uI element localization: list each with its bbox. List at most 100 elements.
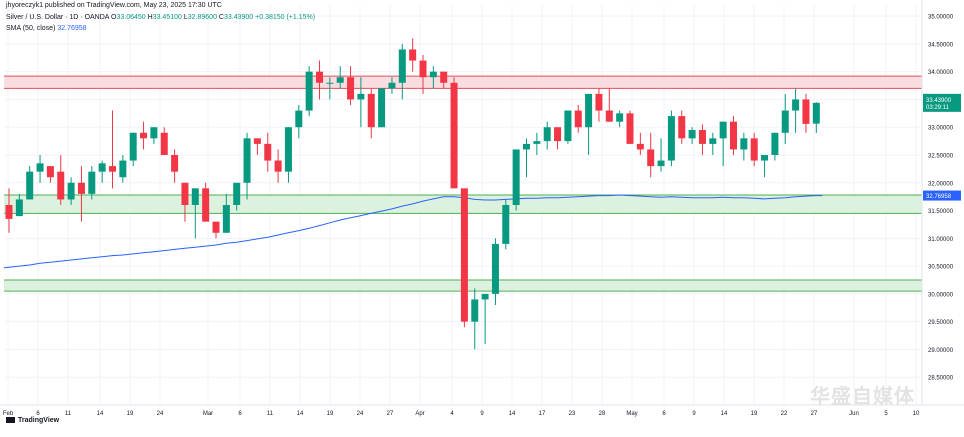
candle-body	[667, 116, 675, 161]
y-tick-label: 34.50000	[928, 42, 954, 48]
candle-body	[160, 132, 168, 155]
x-tick-label: 28	[599, 411, 606, 417]
tradingview-brand[interactable]: TradingView	[6, 417, 59, 424]
candle-body	[5, 205, 13, 219]
candle-body	[750, 138, 758, 161]
countdown-text: 03:29:11	[926, 105, 950, 111]
candle-body	[429, 71, 437, 78]
candle-body	[119, 160, 127, 178]
x-tick-label: 19	[751, 411, 758, 417]
x-tick-label: 6	[238, 411, 242, 417]
x-tick-label: 14	[721, 411, 728, 417]
x-tick-label: 11	[65, 411, 72, 417]
candle-body	[150, 127, 158, 139]
candle-body	[171, 155, 179, 172]
sma-value: 32.76958	[57, 25, 87, 32]
candle-body	[636, 143, 644, 150]
candle-body	[347, 77, 355, 100]
brand-text: TradingView	[18, 417, 60, 424]
candle-body	[129, 132, 137, 161]
candle-body	[388, 82, 396, 89]
sma-legend[interactable]: SMA (50, close) 32.76958	[6, 25, 87, 32]
candle-body	[585, 93, 593, 128]
candle-body	[481, 293, 489, 300]
x-tick-label: 4	[450, 411, 454, 417]
candle-body	[792, 99, 800, 111]
y-tick-label: 33.00000	[928, 126, 954, 132]
y-tick-label: 30.00000	[928, 292, 954, 298]
candle-body	[284, 127, 292, 172]
x-tick-label: Apr	[415, 411, 424, 417]
candle-body	[26, 171, 34, 200]
publisher-line: jhyoreczyk1 published on TradingView.com…	[6, 2, 222, 9]
candle-body	[574, 110, 582, 128]
x-tick-label: 27	[811, 411, 818, 417]
resistance-zone	[4, 76, 922, 89]
ohlc-o-label: O	[111, 14, 117, 21]
candle-body	[243, 138, 251, 183]
candle-body	[212, 221, 220, 233]
x-tick-label: 5	[884, 411, 888, 417]
y-tick-label: 30.50000	[928, 265, 954, 271]
y-tick-label: 32.00000	[928, 181, 954, 187]
candle-body	[709, 138, 717, 144]
candle-body	[77, 182, 85, 194]
y-tick-label: 31.50000	[928, 209, 954, 215]
ohlc-o-value: 33.06450	[116, 14, 146, 21]
candle-body	[140, 132, 148, 139]
candle-body	[67, 182, 75, 200]
candle-body	[595, 93, 603, 111]
x-tick-label: 24	[157, 411, 164, 417]
sma-price-tag	[923, 190, 961, 201]
candle-body	[326, 82, 334, 84]
y-tick-label: 29.50000	[928, 320, 954, 326]
x-tick-label: 6	[662, 411, 666, 417]
x-tick-label: 14	[97, 411, 104, 417]
candle-body	[802, 99, 810, 124]
candle-body	[812, 102, 820, 124]
candle-body	[533, 141, 541, 144]
candle-body	[460, 188, 468, 322]
x-tick-label: 22	[781, 411, 788, 417]
x-tick-label: 6	[36, 411, 40, 417]
symbol-ohlc-line: Silver / U.S. Dollar · 1D · OANDA O33.06…	[6, 14, 315, 21]
last-price-tag	[923, 93, 961, 112]
x-tick-label: 14	[509, 411, 516, 417]
y-tick-label: 31.00000	[928, 237, 954, 243]
candles-group	[5, 38, 820, 350]
candle-body	[781, 110, 789, 133]
ohlc-h-value: 33.45100	[152, 14, 182, 21]
candle-body	[36, 163, 44, 172]
candle-body	[295, 110, 303, 128]
candle-body	[191, 188, 199, 205]
candle-body	[336, 77, 344, 83]
candle-body	[491, 243, 499, 294]
candle-body	[367, 93, 375, 128]
candle-body	[543, 127, 551, 142]
candle-body	[605, 110, 613, 122]
candle-body	[274, 160, 282, 172]
candle-body	[109, 166, 116, 172]
candle-body	[253, 138, 261, 144]
ohlc-c-label: C	[218, 14, 224, 21]
y-tick-label: 34.00000	[928, 70, 954, 76]
candle-body	[761, 155, 769, 161]
candle-body	[688, 130, 696, 139]
y-tick-label: 35.00000	[928, 15, 954, 21]
ohlc-h-label: H	[147, 14, 153, 21]
ohlc-change: +0.38150 (+1.15%)	[255, 14, 316, 21]
y-tick-label: 28.50000	[928, 376, 954, 382]
candle-body	[523, 143, 530, 150]
candle-body	[233, 182, 241, 205]
symbol-title: Silver / U.S. Dollar · 1D · OANDA	[6, 14, 110, 21]
x-tick-label: 14	[297, 411, 304, 417]
ohlc-l-value: 32.89600	[187, 14, 217, 21]
candle-body	[719, 121, 727, 139]
candle-body	[626, 113, 634, 144]
ohlc-c-value: 33.43900	[223, 14, 254, 21]
candle-body	[740, 138, 748, 150]
candle-body	[440, 71, 448, 83]
candle-body	[647, 149, 655, 167]
